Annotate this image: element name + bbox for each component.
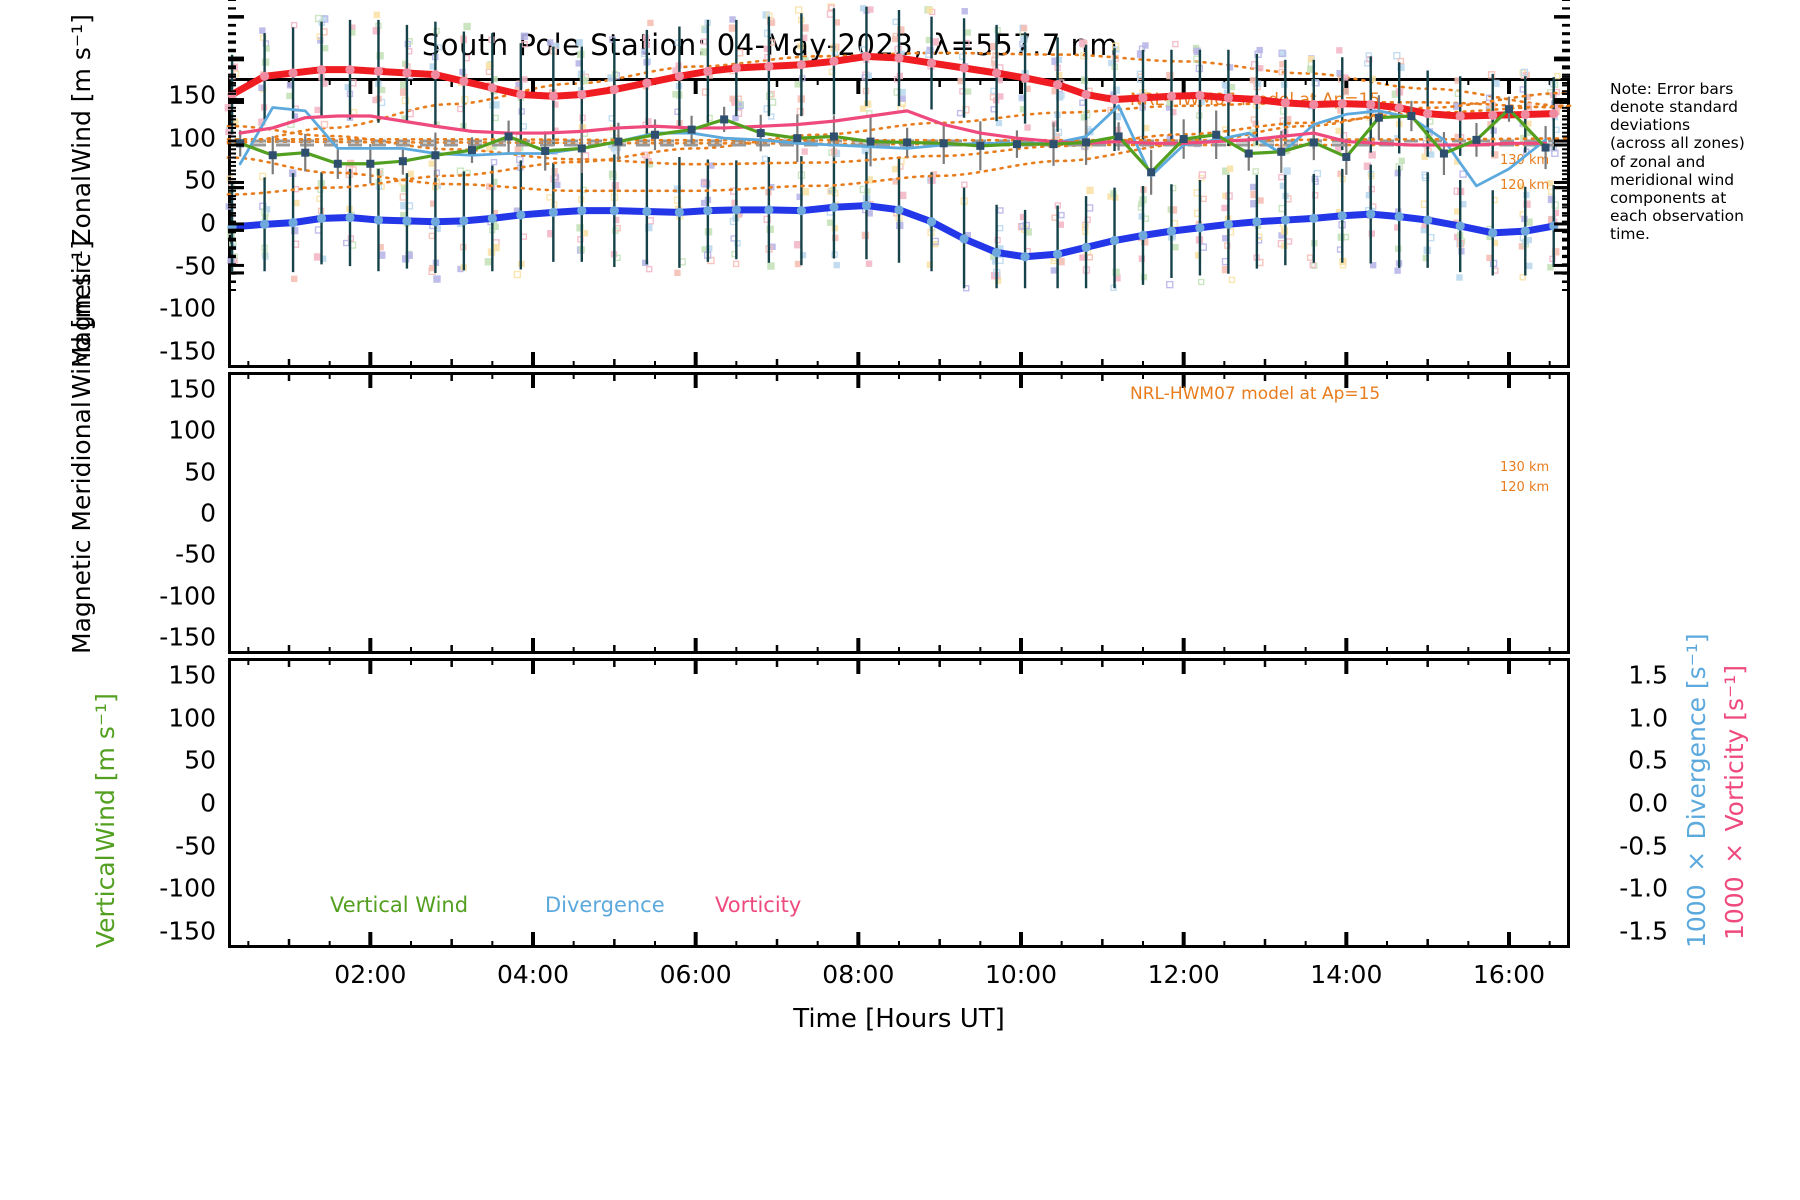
zonal-y-ticks: 150 100 50 0 -50 -100 -150 (78, 78, 216, 368)
y-tick-label: 0 (200, 498, 216, 528)
x-axis-label: Time [Hours UT] (793, 1004, 1005, 1034)
y-tick-label: 50 (184, 745, 216, 775)
right-y-tick-label: 0.0 (1628, 788, 1668, 818)
legend-item-vorticity: Vorticity (715, 893, 802, 917)
zonal-altitude-label-120: 120 km (1500, 178, 1550, 193)
y-tick-label: 50 (184, 457, 216, 487)
panel-magnetic-meridional (224, 0, 1572, 654)
x-tick-label: 02:00 (334, 960, 407, 989)
right-y-tick-label: 0.5 (1628, 745, 1668, 775)
y-tick-label: 100 (168, 123, 216, 153)
y-tick-label: -150 (159, 916, 216, 946)
y-tick-label: 0 (200, 208, 216, 238)
x-tick-label: 14:00 (1310, 960, 1383, 989)
zonal-altitude-label-130: 130 km (1500, 153, 1550, 168)
meridional-altitude-label-130: 130 km (1500, 460, 1550, 475)
y-tick-label: -150 (159, 336, 216, 366)
y-tick-label: -50 (175, 251, 216, 281)
meridional-plot-area (224, 0, 1572, 654)
note-text: Note: Error bars denote standard deviati… (1610, 80, 1745, 243)
y-tick-label: -100 (159, 873, 216, 903)
x-tick-label: 16:00 (1472, 960, 1546, 989)
y-tick-label: -50 (175, 831, 216, 861)
x-tick-label: 06:00 (659, 960, 732, 989)
right-y-tick-label: -0.5 (1619, 831, 1668, 861)
x-tick-label: 04:00 (496, 960, 570, 989)
panel-magnetic-zonal (225, 0, 1572, 368)
y-tick-label: 150 (168, 80, 216, 110)
y-tick-label: 150 (168, 660, 216, 690)
meridional-y-ticks: 150 100 50 0 -50 -100 -150 (78, 372, 216, 654)
x-axis-ticks: 02:00 04:00 06:00 08:00 10:00 12:00 14:00 16:00 (0, 960, 1800, 1000)
y-tick-label: 50 (184, 165, 216, 195)
panel-vertical-wind (228, 0, 1570, 948)
x-tick-label: 10:00 (984, 960, 1058, 989)
x-tick-label: 12:00 (1147, 960, 1220, 989)
legend-item-vertical-wind: Vertical Wind (330, 893, 469, 917)
y-tick-label: -150 (159, 622, 216, 652)
x-tick-label: 08:00 (822, 960, 895, 989)
meridional-altitude-label-120: 120 km (1500, 480, 1550, 495)
y-tick-label: -100 (159, 293, 216, 323)
right-y-tick-label: -1.0 (1619, 873, 1668, 903)
legend: Vertical Wind Divergence Vorticity (0, 893, 1800, 923)
right-y-tick-label: 1.0 (1628, 703, 1668, 733)
y-tick-label: 150 (168, 374, 216, 404)
vertical-y-ticks: 150 100 50 0 -50 -100 -150 (78, 658, 216, 948)
vertical-right-y-ticks: 1.5 1.0 0.5 0.0 -0.5 -1.0 -1.5 (1598, 658, 1668, 948)
right-y-tick-label: -1.5 (1619, 916, 1668, 946)
legend-item-divergence: Divergence (545, 893, 665, 917)
y-tick-label: 100 (168, 415, 216, 445)
zonal-plot-area (225, 0, 1572, 368)
y-tick-label: -50 (175, 539, 216, 569)
y-tick-label: 100 (168, 703, 216, 733)
vertical-plot-area (228, 0, 1570, 948)
meridional-model-label: NRL-HWM07 model at Ap=15 (1130, 384, 1381, 404)
y-tick-label: 0 (200, 788, 216, 818)
y-tick-label: -100 (159, 581, 216, 611)
right-y-tick-label: 1.5 (1628, 660, 1668, 690)
